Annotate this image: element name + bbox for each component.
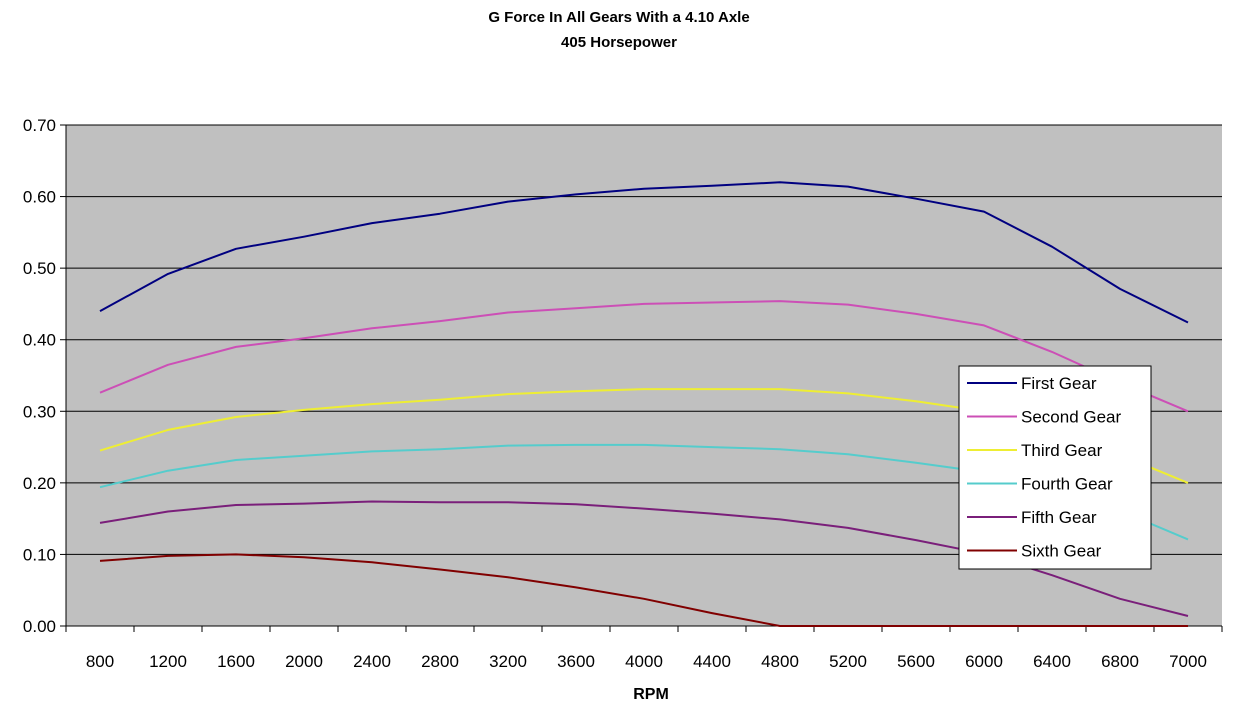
y-tick-label: 0.50 (23, 259, 56, 278)
x-tick-label: 6000 (965, 652, 1003, 671)
legend-label-third-gear: Third Gear (1021, 441, 1103, 460)
series-line-sixth-gear (99, 553, 1188, 627)
x-tick-label: 4800 (761, 652, 799, 671)
x-tick-label: 7000 (1169, 652, 1207, 671)
legend-label-second-gear: Second Gear (1021, 408, 1122, 427)
y-tick-label: 0.40 (23, 331, 56, 350)
x-tick-label: 800 (86, 652, 114, 671)
x-tick-label: 4000 (625, 652, 663, 671)
legend-box (958, 365, 1152, 570)
y-tick-label: 0.30 (23, 402, 56, 421)
x-tick-label: 2800 (421, 652, 459, 671)
x-tick-label: 5600 (897, 652, 935, 671)
x-tick-label: 3200 (489, 652, 527, 671)
legend-label-sixth-gear: Sixth Gear (1021, 542, 1102, 561)
x-tick-label: 2000 (285, 652, 323, 671)
y-tick-label: 0.10 (23, 545, 56, 564)
chart-title: G Force In All Gears With a 4.10 Axle (488, 9, 749, 26)
x-tick-label: 2400 (353, 652, 391, 671)
y-tick-label: 0.20 (23, 474, 56, 493)
x-tick-label: 5200 (829, 652, 867, 671)
x-axis-title: RPM (633, 686, 669, 703)
series-line-second-gear (99, 300, 1189, 413)
y-tick-label: 0.70 (23, 116, 56, 135)
legend: First Gear Second Gear Third Gear Fourth Ge… (958, 365, 1152, 570)
chart-subtitle: 405 Horsepower (561, 34, 677, 51)
tick-labels: 0.00 0.10 0.20 0.30 0.40 0.50 0.60 0.70 800 1200 1… (23, 116, 1207, 671)
y-tick-label: 0.00 (23, 617, 56, 636)
series-line-first-gear (99, 181, 1189, 324)
x-tick-label: 6400 (1033, 652, 1071, 671)
x-tick-label: 1200 (149, 652, 187, 671)
x-tick-label: 1600 (217, 652, 255, 671)
legend-label-fourth-gear: Fourth Gear (1021, 475, 1113, 494)
x-tick-label: 4400 (693, 652, 731, 671)
legend-label-fifth-gear: Fifth Gear (1021, 508, 1097, 527)
legend-label-first-gear: First Gear (1021, 374, 1097, 393)
y-tick-label: 0.60 (23, 188, 56, 207)
x-tick-label: 6800 (1101, 652, 1139, 671)
x-tick-label: 3600 (557, 652, 595, 671)
